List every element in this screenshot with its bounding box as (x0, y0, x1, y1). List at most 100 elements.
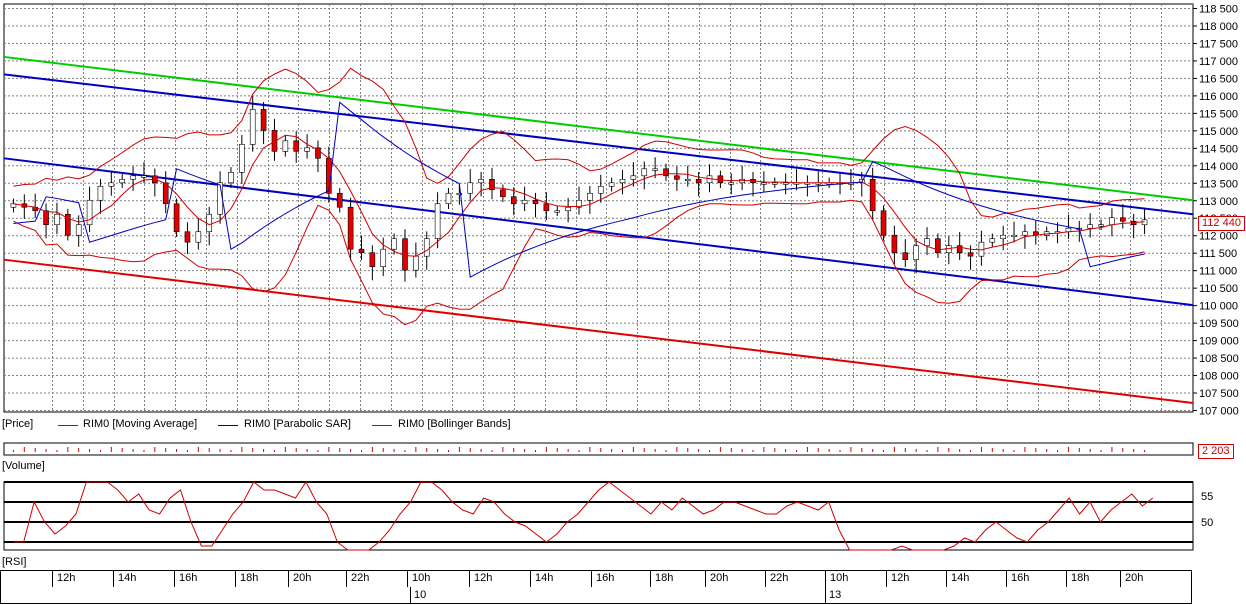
candle-body (543, 203, 550, 212)
candle-body (619, 178, 626, 184)
candle-body (141, 175, 147, 178)
rsi-line (13, 481, 1154, 551)
price-frame (3, 3, 1194, 413)
time-axis-hour-label: 12h (886, 570, 946, 587)
candle-body (130, 175, 136, 180)
candle-body (869, 178, 876, 212)
candle-body (423, 238, 430, 257)
trendline-1 (3, 73, 1194, 216)
candle-body (956, 245, 963, 253)
volume-value-label: 2 203 (1198, 444, 1234, 459)
price-tick-label: 117 000 (1199, 56, 1238, 68)
rsi-chart[interactable] (0, 478, 1246, 554)
price-tick-label: 107 000 (1199, 406, 1239, 418)
price-tick-label: 113 500 (1199, 178, 1238, 190)
candle-body (684, 178, 691, 182)
candle-body (86, 199, 93, 226)
bollinger-upper (13, 67, 1145, 218)
candle-body (249, 109, 256, 145)
candle-body (1011, 234, 1017, 238)
trendline-0 (3, 55, 1194, 202)
candle-body (652, 168, 658, 171)
price-tick-label: 111 500 (1199, 248, 1237, 260)
price-tick-label: 116 000 (1199, 91, 1238, 103)
time-axis-hour-label: 18h (650, 570, 705, 587)
candle-body (913, 245, 919, 260)
legend-price: [Price] (2, 418, 34, 430)
price-tick-label: 114 000 (1199, 161, 1238, 173)
candle-body (391, 238, 397, 250)
candle-body (565, 206, 571, 212)
candle-body (608, 182, 615, 187)
candle-body (173, 203, 180, 233)
candle-body (532, 199, 539, 205)
price-tick-label: 110 000 (1199, 301, 1238, 313)
candle-body (315, 147, 321, 159)
rsi-pane-label: [RSI] (2, 556, 27, 568)
rsi-pane[interactable] (0, 478, 1246, 554)
time-axis-hour-label: 12h (52, 570, 113, 587)
price-tick-label: 113 000 (1199, 196, 1238, 208)
time-axis-hour-label: 20h (288, 570, 346, 587)
price-chart[interactable]: 118 500 118 000 117 500 117 000 116 500 116 0… (0, 0, 1246, 418)
price-pane[interactable]: 118 500 118 000 117 500 117 000 116 500 116 0… (0, 0, 1246, 418)
price-tick-label: 110 500 (1199, 283, 1238, 295)
time-axis-hour-label: 16h (591, 570, 650, 587)
candle-body (54, 213, 60, 226)
price-tick-label: 108 500 (1199, 353, 1239, 365)
candle-body (554, 210, 561, 213)
candle-body (880, 210, 887, 236)
candle-body (1087, 224, 1093, 229)
candle-body (902, 252, 909, 260)
candle-body (43, 210, 49, 226)
candle-body (510, 196, 517, 205)
last-price-label: 112 440 (1198, 216, 1245, 231)
candle-body (771, 182, 778, 185)
candle-body (641, 168, 648, 177)
candle-body (434, 203, 441, 240)
rsi-tick-55: 55 (1201, 491, 1214, 503)
volume-chart[interactable] (0, 440, 1246, 458)
time-axis-date-label: 13 (825, 587, 1192, 604)
price-tick-label: 118 000 (1199, 21, 1238, 33)
price-tick-label: 112 000 (1199, 231, 1238, 243)
candle-body (782, 182, 789, 185)
candle-body (630, 175, 637, 180)
candle-body (228, 171, 234, 184)
price-tick-label: 115 500 (1199, 108, 1238, 120)
time-axis-hour-label: 16h (1006, 570, 1066, 587)
price-tick-label: 115 000 (1199, 126, 1238, 138)
candle-body (293, 140, 300, 152)
time-axis-frame (0, 570, 1192, 604)
candle-body (695, 178, 702, 184)
legend-sar: RIM0 [Parabolic SAR] (244, 418, 351, 430)
legend: [Price] RIM0 [Moving Average] RIM0 [Para… (0, 418, 1246, 434)
time-axis-hour-label: 18h (235, 570, 288, 587)
candle-body (989, 238, 996, 243)
trendline-3 (3, 258, 1194, 405)
candle-body (597, 185, 604, 194)
candle-body (65, 213, 71, 236)
candle-body (347, 206, 354, 250)
candle-body (108, 182, 115, 187)
legend-ma: RIM0 [Moving Average] (83, 418, 198, 430)
volume-pane[interactable] (0, 440, 1246, 458)
time-axis-hour-label: 10h (407, 570, 469, 587)
candle-body (239, 144, 245, 173)
candle-body (413, 255, 419, 271)
time-axis-hour-label: 20h (705, 570, 765, 587)
candle-body (1000, 234, 1006, 240)
candle-body (445, 192, 452, 205)
trendline-2 (3, 157, 1194, 307)
candle-body (576, 199, 582, 208)
price-tick-label: 118 500 (1199, 4, 1238, 16)
candle-body (728, 182, 735, 185)
price-tick-label: 109 000 (1199, 336, 1239, 348)
moving-average-line (13, 134, 1145, 257)
bollinger-lower (13, 199, 1145, 326)
candle-body (478, 178, 484, 184)
candle-body (489, 178, 495, 191)
candle-body (967, 252, 974, 257)
candle-body (761, 182, 767, 185)
time-axis-hour-label: 20h (1120, 570, 1192, 587)
